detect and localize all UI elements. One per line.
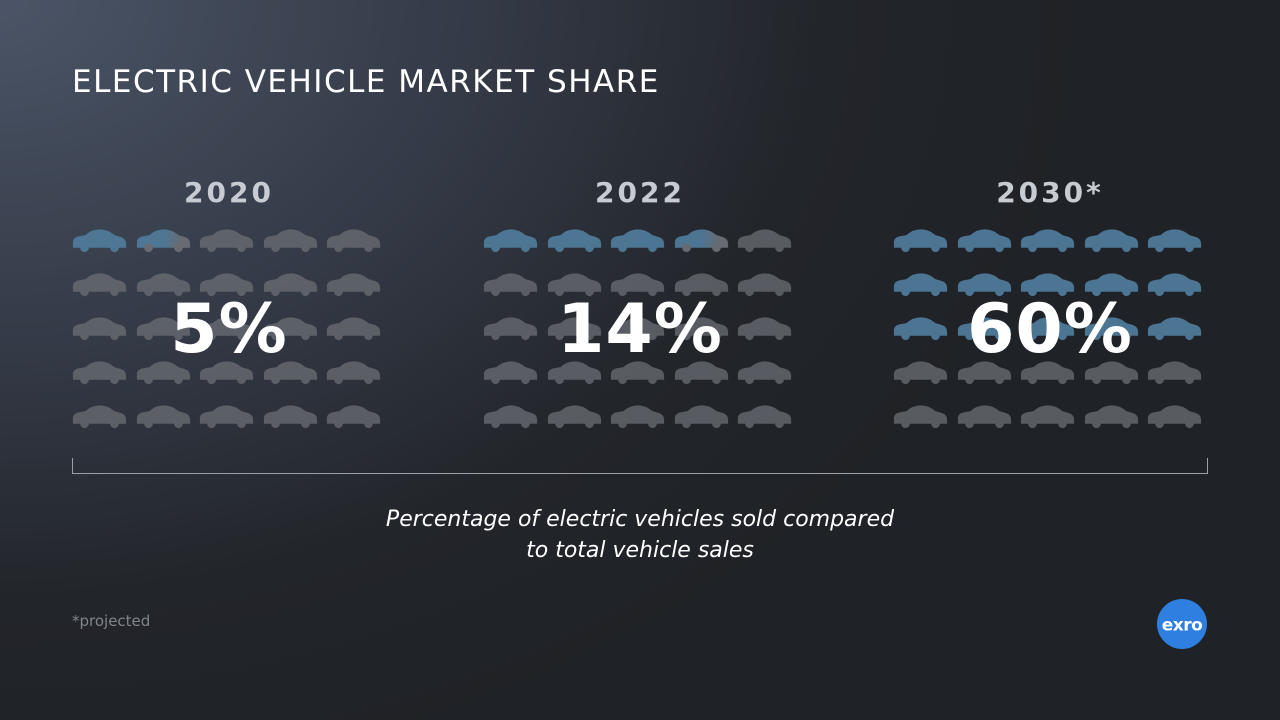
car-icon (737, 405, 792, 429)
car-icon (199, 229, 254, 253)
car-grid (482, 226, 798, 432)
car-icon (893, 273, 948, 297)
car-icon (1084, 317, 1138, 341)
year-label: 2030* (996, 176, 1104, 209)
car-icon (1020, 361, 1075, 385)
panel-2022: 2022 14% (482, 172, 798, 434)
car-icon (263, 229, 317, 253)
car-icon (263, 405, 317, 429)
percent-value: 14% (557, 290, 723, 369)
car-icon (483, 229, 538, 253)
car-icon (893, 317, 948, 341)
percent-value: 60% (967, 290, 1133, 369)
car-icon (1020, 317, 1075, 341)
car-icon (483, 273, 538, 297)
car-icon (483, 405, 538, 429)
car-icon (893, 361, 948, 385)
car-icon (483, 361, 538, 385)
car-icon (737, 273, 792, 297)
car-icon (893, 405, 948, 429)
car-icon (136, 273, 190, 297)
car-icon (1147, 317, 1202, 341)
car-icon (893, 229, 948, 253)
car-icon (674, 229, 728, 253)
car-icon (610, 229, 665, 253)
car-icon (199, 361, 254, 385)
car-icon (263, 317, 317, 341)
car-icon (1020, 229, 1075, 253)
caption-line-1: Percentage of electric vehicles sold com… (385, 507, 895, 532)
car-icon (674, 361, 728, 385)
car-icon (547, 317, 601, 341)
car-icon (199, 317, 254, 341)
caption: Percentage of electric vehicles sold com… (340, 504, 940, 566)
car-grid (892, 226, 1208, 432)
car-icon (547, 405, 601, 429)
car-icon (199, 405, 254, 429)
car-icon (737, 317, 792, 341)
car-icon (136, 229, 190, 253)
car-icon (136, 317, 190, 341)
car-icon (737, 229, 792, 253)
car-icon (1020, 405, 1075, 429)
car-icon (1147, 229, 1202, 253)
car-icon (326, 405, 381, 429)
car-grid (71, 226, 387, 432)
car-icon (1084, 273, 1138, 297)
car-icon (483, 317, 538, 341)
panel-2030: 2030* 60% (892, 172, 1208, 434)
car-icon (72, 229, 127, 253)
car-icon (263, 361, 317, 385)
car-icon (610, 317, 665, 341)
bracket-divider (72, 458, 1208, 474)
car-icon (1147, 361, 1202, 385)
car-icon (957, 405, 1011, 429)
car-icon (136, 361, 190, 385)
car-icon (674, 317, 728, 341)
car-icon (263, 273, 317, 297)
car-icon (1084, 405, 1138, 429)
car-icon (1147, 273, 1202, 297)
car-icon (72, 405, 127, 429)
panel-2020: 2020 5% (71, 172, 387, 434)
car-icon (326, 317, 381, 341)
car-icon (72, 317, 127, 341)
car-icon (326, 361, 381, 385)
logo-circle (1157, 599, 1207, 649)
car-icon (610, 273, 665, 297)
car-icon (1020, 273, 1075, 297)
car-icon (674, 405, 728, 429)
exro-logo: exro (1157, 599, 1207, 649)
car-icon (72, 273, 127, 297)
car-icon (957, 361, 1011, 385)
car-icon (547, 229, 601, 253)
caption-line-2: to total vehicle sales (526, 538, 754, 563)
car-icon (326, 273, 381, 297)
page-title: ELECTRIC VEHICLE MARKET SHARE (72, 64, 660, 100)
car-icon (1084, 229, 1138, 253)
car-icon (610, 405, 665, 429)
year-label: 2022 (595, 176, 685, 209)
car-icon (674, 273, 728, 297)
year-label: 2020 (184, 176, 274, 209)
car-icon (1147, 405, 1202, 429)
car-icon (737, 361, 792, 385)
logo-text: exro (1162, 616, 1203, 636)
car-icon (610, 361, 665, 385)
car-icon (957, 229, 1011, 253)
car-icon (957, 273, 1011, 297)
car-icon (199, 273, 254, 297)
car-icon (72, 361, 127, 385)
car-icon (547, 273, 601, 297)
percent-value: 5% (170, 290, 288, 369)
car-icon (136, 405, 190, 429)
car-icon (326, 229, 381, 253)
car-icon (1084, 361, 1138, 385)
footnote: *projected (72, 612, 151, 630)
car-icon (547, 361, 601, 385)
car-icon (957, 317, 1011, 341)
